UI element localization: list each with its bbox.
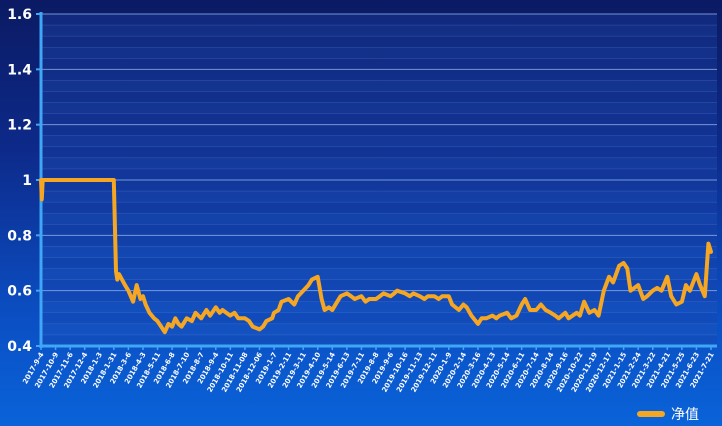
- y-tick-label: 1: [22, 173, 32, 189]
- plot-band: [41, 191, 717, 203]
- y-tick-label: 1.2: [7, 118, 32, 134]
- plot-band: [41, 124, 717, 136]
- plot-band: [41, 69, 717, 81]
- plot-band: [41, 224, 717, 236]
- plot-band: [41, 312, 717, 324]
- plot-band: [41, 180, 717, 192]
- plot-band: [41, 246, 717, 258]
- plot-band: [41, 25, 717, 37]
- plot-band: [41, 135, 717, 147]
- y-tick-label: 0.4: [7, 339, 32, 355]
- y-tick-label: 0.8: [7, 228, 32, 244]
- plot-band: [41, 36, 717, 48]
- plot-band: [41, 80, 717, 92]
- series-line: [39, 178, 713, 335]
- plot-band: [41, 14, 717, 26]
- plot-band: [41, 257, 717, 269]
- plot-band: [41, 113, 717, 125]
- plot-band: [41, 213, 717, 225]
- plot-band: [41, 157, 717, 169]
- plot-band: [41, 301, 717, 313]
- plot-band: [41, 102, 717, 114]
- plot-band: [41, 91, 717, 103]
- plot-band: [41, 323, 717, 335]
- plot-band: [41, 268, 717, 280]
- plot-band: [41, 146, 717, 158]
- plot-band: [41, 47, 717, 59]
- plot-band: [41, 235, 717, 247]
- y-tick-label: 1.4: [7, 62, 32, 78]
- legend-label: 净值: [671, 407, 699, 423]
- plot-band: [41, 334, 717, 346]
- plot-band: [41, 58, 717, 70]
- plot-band: [41, 279, 717, 291]
- plot-band: [41, 168, 717, 180]
- plot-band: [41, 202, 717, 214]
- y-tick-label: 1.6: [7, 7, 32, 23]
- y-tick-label: 0.6: [7, 284, 32, 300]
